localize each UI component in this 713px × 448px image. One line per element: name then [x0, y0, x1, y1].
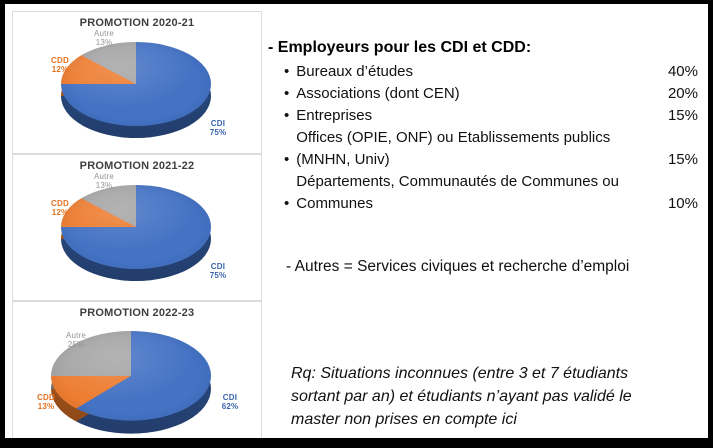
pie-label-autre: Autre 25%: [53, 331, 99, 349]
pie-label-cdd: CDD 13%: [23, 393, 69, 411]
bullet-icon: [284, 193, 296, 215]
bullet-icon: [284, 61, 296, 83]
employer-label: Départements, Communautés de Communes ou…: [296, 173, 619, 212]
employers-heading: - Employeurs pour les CDI et CDD:: [268, 39, 532, 56]
pie-surface: [61, 185, 211, 269]
employer-label: Entreprises: [296, 107, 373, 124]
pie-label-percent: 25%: [67, 340, 85, 349]
employer-item: Associations (dont CEN) 20%: [284, 83, 698, 105]
pie-label-percent: 13%: [95, 181, 113, 190]
pie-surface: [61, 42, 211, 127]
pie-chart-2021-22: [61, 185, 211, 285]
chart-title: PROMOTION 2022-23: [79, 307, 195, 319]
pie-label-name: CDI: [210, 262, 226, 271]
pie-label-name: Autre: [93, 29, 115, 38]
employers-list: Bureaux d’études 40% Associations (dont …: [284, 61, 698, 215]
remark-line: Rq: Situations inconnues (entre 3 et 7 é…: [291, 365, 629, 382]
employers-block: - Employeurs pour les CDI et CDD: Bureau…: [268, 37, 698, 215]
pie-label-name: Autre: [93, 172, 115, 181]
pie-label-percent: 75%: [209, 128, 227, 137]
pie-chart-2020-21: [61, 42, 211, 142]
employer-percent: 15%: [667, 107, 698, 124]
pie-label-percent: 62%: [221, 402, 239, 411]
pie-label-name: CDD: [51, 56, 69, 65]
chart-panel-promotion-2020-21: PROMOTION 2020-21 Autre 13% CDD 12% CDI …: [12, 11, 262, 154]
employer-item: Offices (OPIE, ONF) ou Etablissements pu…: [284, 127, 698, 171]
employer-label: Offices (OPIE, ONF) ou Etablissements pu…: [296, 129, 611, 168]
pie-label-autre: Autre 13%: [81, 172, 127, 190]
chart-panel-promotion-2022-23: PROMOTION 2022-23 Autre 25% CDD 13% CDI …: [12, 301, 262, 438]
employer-percent: 10%: [667, 195, 698, 212]
pie-label-cdi: CDI 75%: [195, 262, 241, 280]
pie-label-name: CDI: [210, 119, 226, 128]
pie-label-name: CDI: [222, 393, 238, 402]
pie-label-percent: 75%: [209, 271, 227, 280]
chart-title: PROMOTION 2020-21: [79, 17, 195, 29]
chart-panel-promotion-2021-22: PROMOTION 2021-22 Autre 13% CDD 12% CDI …: [12, 154, 262, 301]
employer-item: Entreprises 15%: [284, 105, 698, 127]
pie-label-cdi: CDI 62%: [207, 393, 253, 411]
pie-label-percent: 12%: [51, 65, 69, 74]
remark-line: master non prises en compte ici: [291, 411, 517, 428]
bullet-icon: [284, 149, 296, 171]
pie-label-cdi: CDI 75%: [195, 119, 241, 137]
pie-label-percent: 12%: [51, 208, 69, 217]
pie-label-cdd: CDD 12%: [37, 199, 83, 217]
employer-item: Bureaux d’études 40%: [284, 61, 698, 83]
bullet-icon: [284, 83, 296, 105]
employer-percent: 40%: [667, 63, 698, 80]
autres-definition-note: - Autres = Services civiques et recherch…: [286, 258, 630, 275]
pie-surface: [51, 331, 211, 421]
pie-label-name: CDD: [51, 199, 69, 208]
chart-title: PROMOTION 2021-22: [79, 160, 195, 172]
pie-label-percent: 13%: [95, 38, 113, 47]
pie-label-name: CDD: [37, 393, 55, 402]
pie-chart-2022-23: [51, 331, 211, 437]
pie-label-name: Autre: [65, 331, 87, 340]
remark-note: Rq: Situations inconnues (entre 3 et 7 é…: [291, 362, 632, 431]
employer-percent: 20%: [667, 85, 698, 102]
pie-label-cdd: CDD 12%: [37, 56, 83, 74]
bullet-icon: [284, 105, 296, 127]
remark-line: sortant par an) et étudiants n’ayant pas…: [291, 388, 632, 405]
employer-item: Départements, Communautés de Communes ou…: [284, 171, 698, 215]
employer-percent: 15%: [667, 151, 698, 168]
employer-label: Bureaux d’études: [296, 63, 414, 80]
pie-label-autre: Autre 13%: [81, 29, 127, 47]
pie-label-percent: 13%: [37, 402, 55, 411]
employer-label: Associations (dont CEN): [296, 85, 460, 102]
